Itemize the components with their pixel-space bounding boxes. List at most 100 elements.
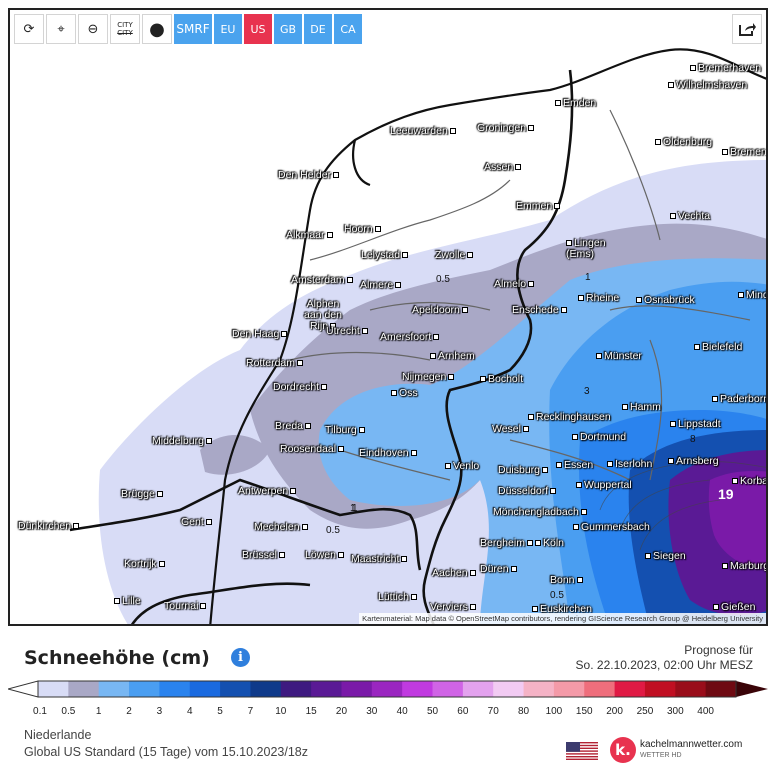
share-icon[interactable] — [732, 14, 762, 44]
city-label: Wesel — [492, 424, 529, 435]
region-button-gb[interactable]: GB — [274, 14, 302, 44]
legend-swatch — [493, 681, 525, 697]
city-label: Düsseldorf — [498, 486, 556, 497]
city-label: Alphen aan den Rijn — [300, 299, 346, 332]
brand-name: kachelmannwetter.com — [640, 739, 743, 750]
legend-swatch — [189, 681, 221, 697]
city-label: Apeldoorn — [412, 305, 468, 316]
city-label: Oss — [391, 388, 418, 399]
city-label: Euskirchen — [532, 604, 592, 615]
city-label: Tournai — [164, 601, 206, 612]
legend-arrow-low — [8, 680, 39, 698]
city-label: Lingen (Ems) — [566, 238, 612, 260]
region-button-us[interactable]: US — [244, 14, 272, 44]
legend-swatch — [675, 681, 707, 697]
legend-label: 2 — [126, 706, 132, 717]
legend-label: 250 — [636, 706, 654, 717]
legend-swatch — [280, 681, 312, 697]
legend-swatch — [311, 681, 342, 697]
info-icon[interactable]: i — [231, 648, 250, 667]
city-label: Recklinghausen — [528, 412, 611, 423]
region-button-ca[interactable]: CA — [334, 14, 362, 44]
city-label: Zwolle — [435, 250, 473, 261]
city-label: Gent — [181, 517, 212, 528]
legend-swatch — [584, 681, 616, 697]
contour-label: 8 — [690, 434, 696, 445]
city-label: Löwen — [305, 550, 344, 561]
legend-label: 5 — [217, 706, 223, 717]
snow-depth-map — [10, 10, 766, 624]
legend-arrow-high — [736, 681, 768, 697]
legend-swatch — [523, 681, 555, 697]
contour-label: 1 — [585, 272, 591, 283]
city-label: Mechelen — [254, 522, 308, 533]
city-label: Bonn — [550, 575, 583, 586]
city-label: Lille — [114, 596, 141, 607]
zoom-out-icon[interactable]: ⊖ — [78, 14, 108, 44]
legend-swatch — [705, 681, 737, 697]
city-label: Assen — [484, 162, 521, 173]
brand-logo[interactable]: k. kachelmannwetter.com WETTER HD — [610, 737, 742, 763]
legend-label: 0.5 — [61, 706, 76, 717]
city-label: Bielefeld — [694, 342, 742, 353]
brand-logo-mark: k. — [610, 737, 636, 763]
contour-label: 1 — [350, 503, 356, 514]
city-label: Gießen — [713, 602, 755, 613]
legend-label: 15 — [305, 706, 317, 717]
contour-label: 19 — [718, 486, 734, 502]
snow-area-grey-west — [200, 435, 270, 475]
city-label: Bremen — [722, 147, 766, 158]
legend-label: 70 — [487, 706, 499, 717]
city-toggle-icon[interactable]: CITY CITY — [110, 14, 140, 44]
legend-label: 200 — [606, 706, 623, 717]
city-label: Bremerhaven — [690, 63, 761, 74]
legend-label: 4 — [186, 706, 193, 717]
coastline — [209, 48, 766, 624]
city-label: Wuppertal — [576, 480, 632, 491]
legend-label: 30 — [366, 706, 378, 717]
region-button-de[interactable]: DE — [304, 14, 332, 44]
city-toggle-label-struck: CITY — [117, 29, 133, 37]
city-label: Bergheim — [480, 538, 533, 549]
legend-label: 10 — [275, 706, 287, 717]
legend-swatch — [432, 681, 464, 697]
city-label: Almelo — [494, 279, 534, 290]
balloon-icon[interactable]: ● — [142, 14, 172, 44]
map-view[interactable]: ⟳ ⌖ ⊖ CITY CITY ● SMRF EU US GB DE CA Br… — [8, 8, 768, 626]
city-label: Arnhem — [430, 351, 475, 362]
city-label: Dünkirchen — [18, 521, 79, 532]
city-label: Lippstadt — [670, 419, 721, 430]
legend-swatch — [462, 681, 494, 697]
legend-border — [37, 680, 737, 698]
model-button[interactable]: SMRF — [174, 14, 212, 44]
legend-label: 50 — [426, 706, 439, 717]
legend-swatch — [341, 681, 373, 697]
legend-label: 60 — [457, 706, 469, 717]
legend-swatch — [371, 681, 403, 697]
legend-swatch — [68, 681, 100, 697]
legend-label: 20 — [335, 706, 348, 717]
city-label: Venlo — [445, 461, 479, 472]
city-label: Utrecht — [326, 326, 368, 337]
page-title: Schneehöhe (cm) — [24, 647, 210, 669]
legend-label: 300 — [666, 706, 684, 717]
location-pin-icon[interactable]: ⌖ — [46, 14, 76, 44]
region-button-eu[interactable]: EU — [214, 14, 242, 44]
legend-swatch — [220, 681, 251, 697]
city-label: Nijmegen — [402, 372, 454, 383]
city-label: Köln — [535, 538, 564, 549]
refresh-icon[interactable]: ⟳ — [14, 14, 44, 44]
model-run: Global US Standard (15 Tage) vom 15.10.2… — [24, 745, 308, 759]
city-label: Almere — [360, 280, 401, 291]
city-label: Dortmund — [572, 432, 626, 443]
city-label: Hamm — [622, 402, 661, 413]
city-label: Verviers — [430, 602, 476, 613]
legend-label: 150 — [575, 706, 593, 717]
city-label: Amsterdam — [291, 275, 353, 286]
city-label: Brüssel — [242, 550, 285, 561]
city-label: Iserlohn — [607, 459, 652, 470]
contour-label: 3 — [584, 386, 590, 397]
legend-label: 7 — [247, 706, 254, 717]
city-label: Kortrijk — [124, 559, 165, 570]
city-label: Groningen — [477, 123, 534, 134]
